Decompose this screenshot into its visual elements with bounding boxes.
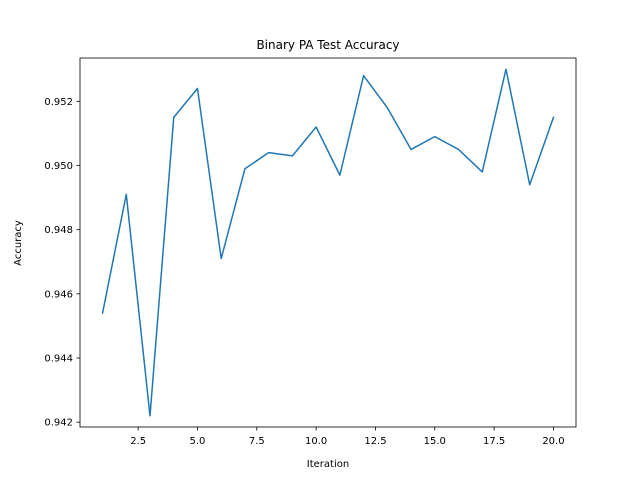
plot-area: 2.5 5.0 7.5 10.0 12.5 15.0 17.5 20.0 0.942 0.944 0…	[44, 57, 577, 447]
axes-frame	[79, 57, 577, 428]
chart-title: Binary PA Test Accuracy	[256, 38, 399, 52]
x-tick-label: 5.0	[190, 436, 206, 447]
y-axis-label: Accuracy	[13, 220, 24, 266]
x-tick-label: 2.5	[130, 436, 146, 447]
x-tick-label: 20.0	[542, 436, 564, 447]
x-tick-label: 12.5	[364, 436, 386, 447]
x-tick-label: 17.5	[483, 436, 505, 447]
y-tick-label: 0.946	[44, 289, 73, 300]
y-tick-label: 0.942	[44, 418, 73, 429]
y-tick-label: 0.950	[44, 161, 73, 172]
x-tick-label: 15.0	[424, 436, 446, 447]
y-tick-label: 0.948	[44, 225, 73, 236]
x-tick-label: 10.0	[305, 436, 327, 447]
x-tick-label: 7.5	[249, 436, 265, 447]
y-tick-label: 0.952	[44, 97, 73, 108]
x-axis-label: Iteration	[307, 459, 349, 470]
series-line-1	[101, 68, 555, 417]
y-tick-label: 0.944	[44, 354, 73, 365]
